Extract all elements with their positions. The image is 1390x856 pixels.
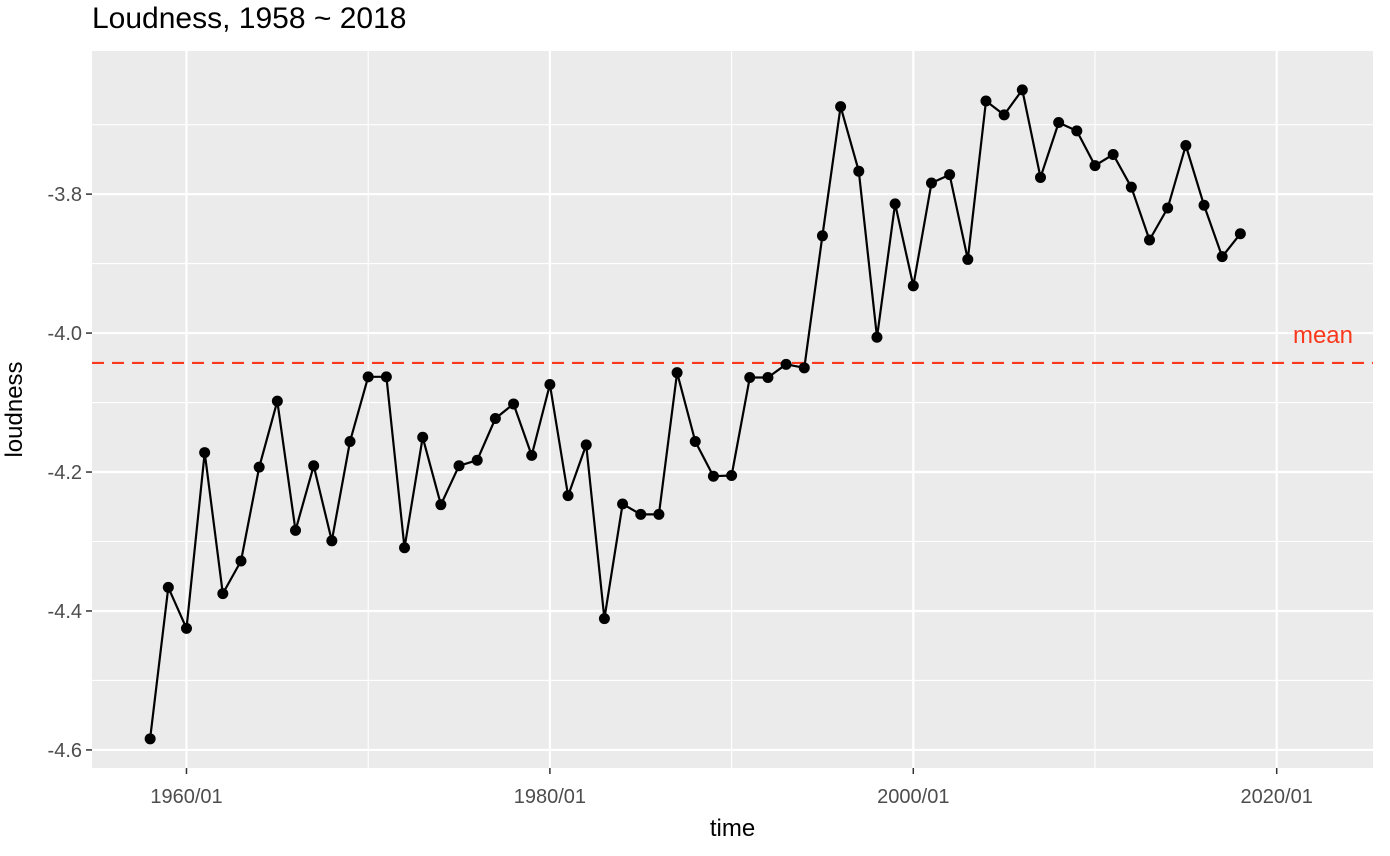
data-point bbox=[580, 439, 592, 451]
data-point bbox=[217, 588, 229, 600]
data-point bbox=[1216, 251, 1228, 263]
data-point bbox=[1107, 149, 1119, 161]
x-tick-label: 2020/01 bbox=[1241, 786, 1313, 808]
data-point bbox=[1089, 160, 1101, 172]
data-point bbox=[907, 280, 919, 292]
data-point bbox=[780, 358, 792, 370]
data-point bbox=[1234, 228, 1246, 240]
x-tick-label: 1960/01 bbox=[150, 786, 222, 808]
data-point bbox=[471, 454, 483, 466]
data-point bbox=[1034, 171, 1046, 183]
data-point bbox=[144, 733, 156, 745]
data-point bbox=[998, 109, 1010, 121]
y-tick-label: -4.2 bbox=[48, 462, 82, 484]
data-point bbox=[562, 490, 574, 502]
data-point bbox=[689, 435, 701, 447]
y-tick-label: -3.8 bbox=[48, 184, 82, 206]
data-point bbox=[798, 362, 810, 374]
data-point bbox=[162, 581, 174, 593]
x-axis-title: time bbox=[710, 815, 755, 842]
plot-panel bbox=[92, 51, 1373, 768]
data-point bbox=[435, 499, 447, 511]
axes: 1960/01 1980/01 2000/01 2020/01 -3.8 -4.0 -4.2… bbox=[48, 184, 1313, 808]
data-point bbox=[1071, 125, 1083, 137]
data-point bbox=[1016, 84, 1028, 96]
mean-reference: mean bbox=[92, 322, 1373, 365]
data-point bbox=[1198, 199, 1210, 211]
chart-title: Loudness, 1958 ~ 2018 bbox=[92, 2, 407, 35]
data-point bbox=[326, 535, 338, 547]
data-point bbox=[816, 230, 828, 242]
data-point bbox=[344, 435, 356, 447]
data-point bbox=[598, 613, 610, 625]
data-point bbox=[199, 447, 211, 459]
data-point bbox=[544, 378, 556, 390]
data-point bbox=[235, 555, 247, 567]
data-point bbox=[489, 413, 501, 425]
data-point bbox=[962, 253, 974, 265]
data-point bbox=[762, 372, 774, 384]
data-point bbox=[707, 470, 719, 482]
data-point bbox=[362, 371, 374, 383]
data-point bbox=[1053, 117, 1065, 129]
data-point bbox=[399, 542, 411, 554]
y-tick-label: -4.0 bbox=[48, 323, 82, 345]
data-point bbox=[453, 460, 465, 472]
y-axis-title: loudness bbox=[1, 361, 28, 457]
data-point bbox=[925, 177, 937, 189]
data-point bbox=[671, 367, 683, 379]
series-layer bbox=[144, 84, 1246, 745]
data-point bbox=[271, 395, 283, 407]
data-point bbox=[726, 470, 738, 482]
data-point bbox=[853, 165, 865, 177]
data-point bbox=[635, 508, 647, 520]
data-point bbox=[1162, 202, 1174, 214]
data-point bbox=[944, 169, 956, 181]
data-point bbox=[508, 398, 520, 410]
data-point bbox=[180, 622, 192, 634]
data-point bbox=[889, 198, 901, 210]
data-point bbox=[1125, 181, 1137, 193]
data-point bbox=[380, 371, 392, 383]
data-point bbox=[1144, 234, 1156, 246]
x-tick-label: 1980/01 bbox=[514, 786, 586, 808]
data-point bbox=[253, 461, 265, 473]
data-point bbox=[835, 101, 847, 113]
data-point bbox=[1180, 139, 1192, 151]
data-point bbox=[290, 524, 302, 536]
data-point bbox=[308, 460, 320, 472]
data-point bbox=[526, 449, 538, 461]
data-point bbox=[417, 431, 429, 443]
y-tick-label: -4.4 bbox=[48, 601, 82, 623]
data-point bbox=[744, 372, 756, 384]
data-point bbox=[980, 95, 992, 107]
data-point bbox=[871, 331, 883, 343]
data-point bbox=[653, 508, 665, 520]
x-tick-label: 2000/01 bbox=[877, 786, 949, 808]
mean-label: mean bbox=[1293, 322, 1353, 349]
y-tick-label: -4.6 bbox=[48, 740, 82, 762]
data-point bbox=[617, 498, 629, 510]
